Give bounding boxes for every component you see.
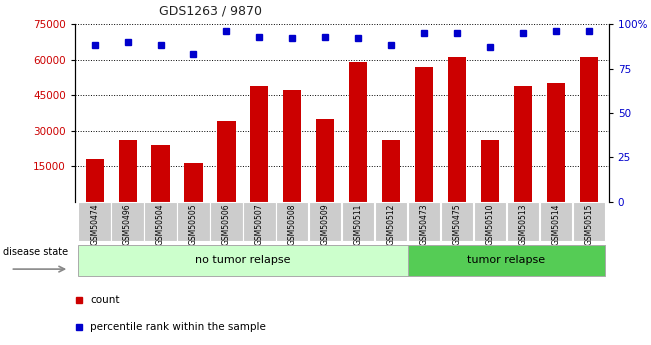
FancyBboxPatch shape: [342, 202, 374, 241]
Text: count: count: [90, 295, 120, 305]
Bar: [547, 83, 565, 202]
Bar: [217, 121, 236, 202]
FancyBboxPatch shape: [441, 202, 473, 241]
Bar: [514, 86, 532, 202]
FancyBboxPatch shape: [474, 202, 506, 241]
Bar: [415, 67, 433, 202]
Bar: [85, 159, 104, 202]
Text: GDS1263 / 9870: GDS1263 / 9870: [159, 4, 262, 17]
Text: disease state: disease state: [3, 247, 68, 257]
Text: percentile rank within the sample: percentile rank within the sample: [90, 323, 266, 333]
Text: GSM50505: GSM50505: [189, 204, 198, 245]
FancyBboxPatch shape: [111, 202, 144, 241]
Bar: [184, 163, 202, 202]
Text: GSM50508: GSM50508: [288, 204, 297, 245]
Text: GSM50507: GSM50507: [255, 204, 264, 245]
FancyBboxPatch shape: [375, 202, 408, 241]
Text: GSM50511: GSM50511: [353, 204, 363, 245]
Text: GSM50474: GSM50474: [90, 204, 99, 245]
Bar: [283, 90, 301, 202]
Bar: [118, 140, 137, 202]
FancyBboxPatch shape: [540, 202, 572, 241]
Text: GSM50515: GSM50515: [585, 204, 594, 245]
Text: tumor relapse: tumor relapse: [467, 256, 546, 265]
FancyBboxPatch shape: [78, 202, 111, 241]
Bar: [580, 57, 598, 202]
Bar: [382, 140, 400, 202]
Bar: [448, 57, 466, 202]
Text: GSM50513: GSM50513: [518, 204, 527, 245]
Text: GSM50510: GSM50510: [486, 204, 495, 245]
FancyBboxPatch shape: [243, 202, 275, 241]
Bar: [349, 62, 367, 202]
Text: GSM50496: GSM50496: [123, 204, 132, 245]
Text: GSM50473: GSM50473: [420, 204, 428, 245]
FancyBboxPatch shape: [210, 202, 243, 241]
FancyBboxPatch shape: [506, 202, 539, 241]
Bar: [316, 119, 335, 202]
Bar: [251, 86, 268, 202]
Text: GSM50504: GSM50504: [156, 204, 165, 245]
Text: GSM50506: GSM50506: [222, 204, 231, 245]
FancyBboxPatch shape: [177, 202, 210, 241]
Text: GSM50475: GSM50475: [452, 204, 462, 245]
FancyBboxPatch shape: [145, 202, 176, 241]
FancyBboxPatch shape: [309, 202, 341, 241]
FancyBboxPatch shape: [573, 202, 605, 241]
Text: GSM50509: GSM50509: [321, 204, 330, 245]
FancyBboxPatch shape: [276, 202, 309, 241]
Text: GSM50514: GSM50514: [551, 204, 561, 245]
FancyBboxPatch shape: [408, 202, 440, 241]
Text: no tumor relapse: no tumor relapse: [195, 256, 290, 265]
Bar: [152, 145, 170, 202]
Text: GSM50512: GSM50512: [387, 204, 396, 245]
FancyBboxPatch shape: [408, 245, 605, 276]
FancyBboxPatch shape: [78, 245, 408, 276]
Bar: [481, 140, 499, 202]
